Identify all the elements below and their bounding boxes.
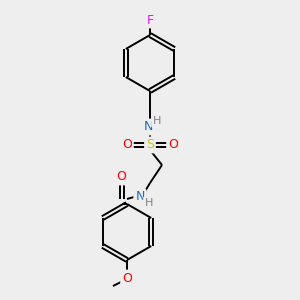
Text: S: S — [146, 139, 154, 152]
Text: O: O — [122, 272, 132, 284]
Text: H: H — [153, 116, 161, 126]
Text: N: N — [135, 190, 145, 203]
Text: H: H — [145, 198, 153, 208]
Text: O: O — [122, 139, 132, 152]
Text: F: F — [146, 14, 154, 26]
Text: N: N — [143, 121, 153, 134]
Text: O: O — [116, 170, 126, 184]
Text: O: O — [168, 139, 178, 152]
